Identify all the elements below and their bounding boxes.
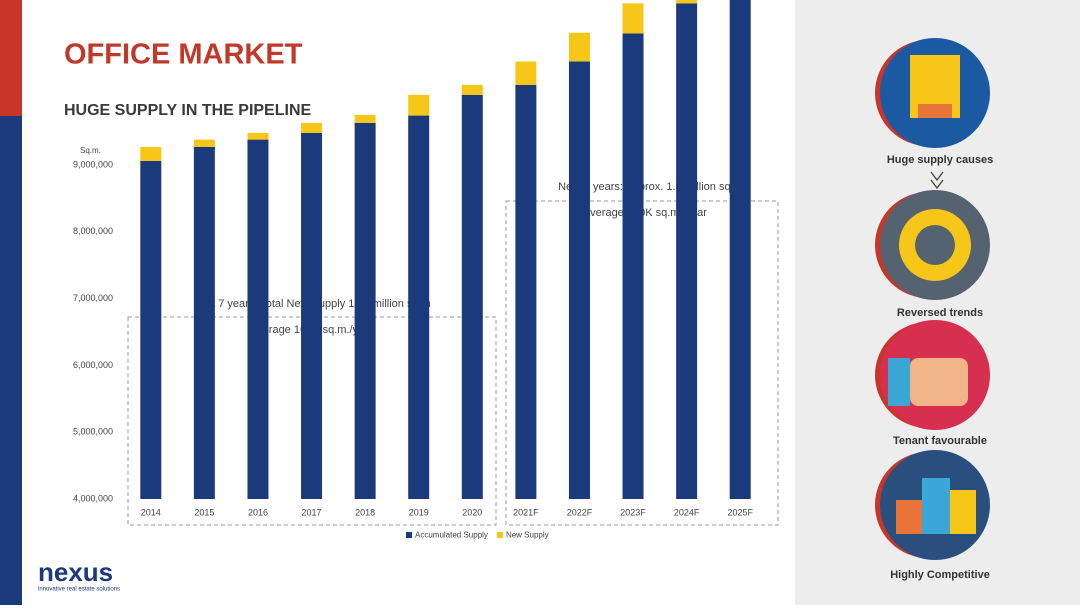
bar bbox=[193, 139, 215, 147]
accent-blue bbox=[0, 116, 22, 605]
chart-title: HUGE SUPPLY IN THE PIPELINE bbox=[64, 102, 312, 119]
x-tick-label: 2025F bbox=[727, 507, 753, 517]
bar bbox=[408, 94, 430, 116]
legend-swatch bbox=[496, 532, 503, 538]
y-tick-label: 9,000,000 bbox=[73, 159, 113, 169]
slide-title: OFFICE MARKET bbox=[64, 39, 303, 71]
icon-podium bbox=[875, 450, 990, 560]
logo-tagline: innovative real estate solutions bbox=[38, 587, 120, 593]
annotation: Next 5 years: Approx. 1.8 million sq.m. bbox=[558, 181, 746, 193]
bar bbox=[301, 132, 323, 499]
x-tick-label: 2019 bbox=[409, 507, 429, 517]
x-tick-label: 2018 bbox=[355, 507, 375, 517]
bar bbox=[568, 32, 590, 62]
bar bbox=[247, 139, 269, 499]
bar bbox=[461, 94, 483, 500]
bar bbox=[354, 114, 376, 123]
bar bbox=[729, 0, 751, 499]
y-tick-label: 6,000,000 bbox=[73, 360, 113, 370]
bar bbox=[568, 61, 590, 500]
chevron bbox=[930, 171, 944, 190]
bar bbox=[408, 115, 430, 500]
x-tick-label: 2023F bbox=[620, 507, 646, 517]
bar bbox=[515, 84, 537, 499]
x-tick-label: 2016 bbox=[248, 507, 268, 517]
bar bbox=[622, 3, 644, 34]
legend-label: New Supply bbox=[506, 531, 549, 540]
bar bbox=[193, 146, 215, 500]
y-axis-label: Sq.m. bbox=[80, 146, 101, 155]
bar bbox=[676, 0, 698, 4]
x-tick-label: 2021F bbox=[513, 507, 539, 517]
legend-label: Accumulated Supply bbox=[415, 531, 488, 540]
y-tick-label: 4,000,000 bbox=[73, 493, 113, 503]
bar bbox=[622, 33, 644, 500]
bar bbox=[354, 122, 376, 499]
x-tick-label: 2014 bbox=[141, 507, 161, 517]
bar bbox=[140, 160, 162, 499]
bar bbox=[461, 84, 483, 95]
x-tick-label: 2022F bbox=[567, 507, 593, 517]
x-tick-label: 2024F bbox=[674, 507, 700, 517]
y-tick-label: 5,000,000 bbox=[73, 427, 113, 437]
icon-building bbox=[875, 38, 990, 148]
bar bbox=[515, 61, 537, 85]
bar bbox=[140, 146, 162, 161]
bar bbox=[247, 132, 269, 140]
legend-swatch bbox=[406, 532, 412, 538]
x-tick-label: 2017 bbox=[302, 507, 322, 517]
icon-cycle bbox=[875, 190, 990, 300]
bar bbox=[676, 3, 698, 500]
x-tick-label: 2020 bbox=[462, 507, 482, 517]
y-tick-label: 8,000,000 bbox=[73, 226, 113, 236]
sidebar-label: Reversed trends bbox=[897, 307, 983, 319]
accent-red bbox=[0, 0, 22, 116]
x-tick-label: 2015 bbox=[194, 507, 214, 517]
sidebar-label: Huge supply causes bbox=[887, 154, 993, 166]
icon-thumb bbox=[875, 320, 990, 430]
y-tick-label: 7,000,000 bbox=[73, 293, 113, 303]
sidebar-label: Tenant favourable bbox=[893, 435, 987, 447]
sidebar-label: Highly Competitive bbox=[890, 569, 990, 581]
bar bbox=[301, 122, 323, 133]
logo: nexus bbox=[38, 557, 113, 587]
